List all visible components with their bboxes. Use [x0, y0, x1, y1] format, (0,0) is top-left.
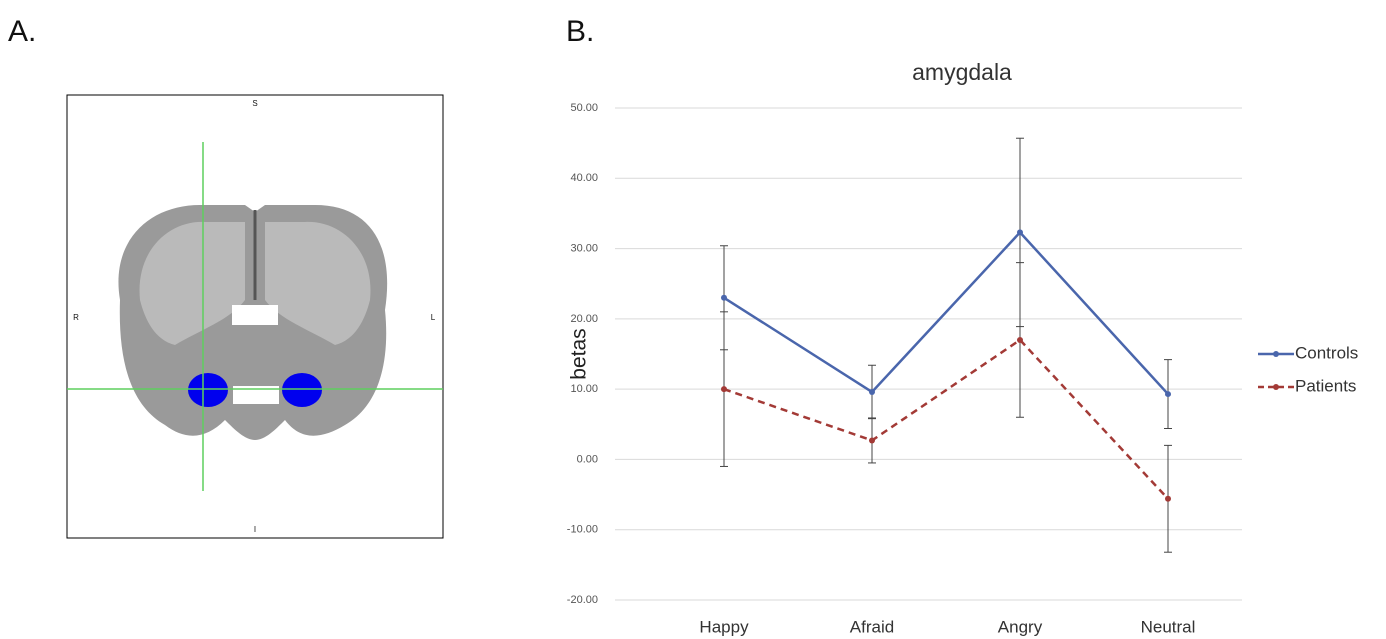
- chart-title: amygdala: [912, 59, 1012, 85]
- y-tick-label: 50.00: [570, 102, 598, 114]
- y-tick-label: 0.00: [577, 453, 598, 465]
- data-point: [869, 437, 875, 443]
- data-point: [1165, 391, 1171, 397]
- legend-marker: [1273, 384, 1279, 390]
- panel-label: A.: [8, 15, 36, 48]
- legend-label: Patients: [1295, 376, 1356, 395]
- legend-marker: [1273, 351, 1279, 357]
- data-point: [1017, 337, 1023, 343]
- series-line: [724, 340, 1168, 499]
- brain-image: S R L I: [67, 95, 443, 538]
- y-axis-label: betas: [568, 328, 591, 379]
- x-tick-label: Angry: [998, 617, 1043, 636]
- y-tick-label: -10.00: [567, 524, 598, 536]
- y-tick-label: 20.00: [570, 313, 598, 325]
- x-tick-label: Afraid: [850, 617, 894, 636]
- y-tick-label: 30.00: [570, 242, 598, 254]
- data-point: [1165, 496, 1171, 502]
- data-point: [721, 386, 727, 392]
- panel-label: B.: [566, 15, 594, 48]
- orientation-label: S: [252, 99, 257, 108]
- page: {"figure": {"panel_a_label": "A.", "pane…: [0, 0, 1386, 639]
- x-tick-label: Neutral: [1141, 617, 1196, 636]
- x-tick-label: Happy: [699, 617, 749, 636]
- y-tick-label: 10.00: [570, 383, 598, 395]
- figure: A. B. S R L I amygdala betas -20.00 -10.0…: [0, 0, 1386, 639]
- legend-label: Controls: [1295, 343, 1358, 362]
- orientation-label: I: [254, 525, 256, 534]
- y-tick-label: -20.00: [567, 594, 598, 606]
- orientation-label: R: [73, 313, 79, 322]
- data-point: [1017, 229, 1023, 235]
- y-tick-label: 40.00: [570, 172, 598, 184]
- series-line: [724, 232, 1168, 394]
- data-point: [869, 389, 875, 395]
- data-point: [721, 295, 727, 301]
- orientation-label: L: [431, 313, 436, 322]
